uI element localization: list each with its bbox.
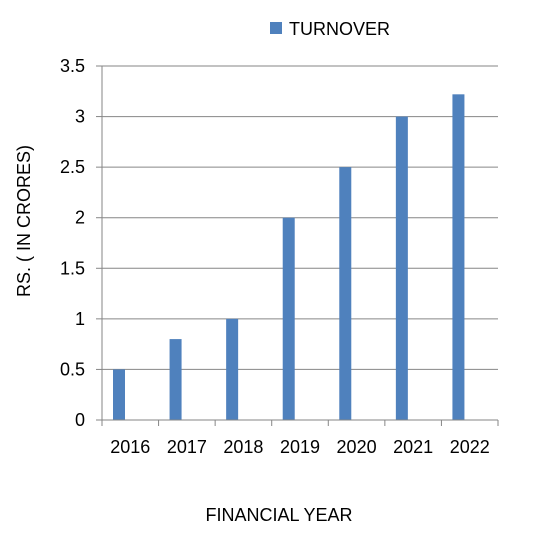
y-tick-labels: 0 0.5 1 1.5 2 2.5 3 3.5: [60, 56, 102, 430]
gridlines: [102, 65, 498, 370]
legend-swatch-turnover: [270, 22, 282, 34]
x-tick-label: 2017: [167, 437, 207, 457]
bar-2021: [395, 116, 408, 421]
x-axis-title: FINANCIAL YEAR: [205, 505, 352, 525]
x-tick-label: 2021: [393, 437, 433, 457]
bar-2017: [169, 339, 182, 420]
y-tick-label: 1: [75, 309, 85, 329]
bar-2020: [339, 167, 352, 420]
bar-2016: [113, 369, 125, 420]
y-tick-label: 2: [75, 208, 85, 228]
legend-label-turnover: TURNOVER: [289, 19, 390, 39]
y-tick-label: 1.5: [60, 258, 85, 278]
bar-2022: [452, 94, 465, 420]
y-tick-label: 2.5: [60, 157, 85, 177]
bar-2018: [226, 318, 239, 420]
y-tick-label: 3.5: [60, 56, 85, 76]
legend: TURNOVER: [270, 19, 390, 39]
axes: [101, 66, 498, 421]
x-tick-label: 2019: [280, 437, 320, 457]
y-axis-title: RS. ( IN CRORES): [14, 145, 34, 297]
bars: [113, 94, 465, 421]
x-tick-label: 2022: [450, 437, 490, 457]
x-tick-label: 2020: [337, 437, 377, 457]
y-tick-label: 0.5: [60, 359, 85, 379]
y-tick-label: 3: [75, 107, 85, 127]
y-tick-label: 0: [75, 410, 85, 430]
x-tick-label: 2016: [110, 437, 150, 457]
x-tick-label: 2018: [223, 437, 263, 457]
x-tick-labels: 2016 2017 2018 2019 2020 2021 2022: [101, 420, 499, 457]
bar-2019: [282, 217, 295, 420]
